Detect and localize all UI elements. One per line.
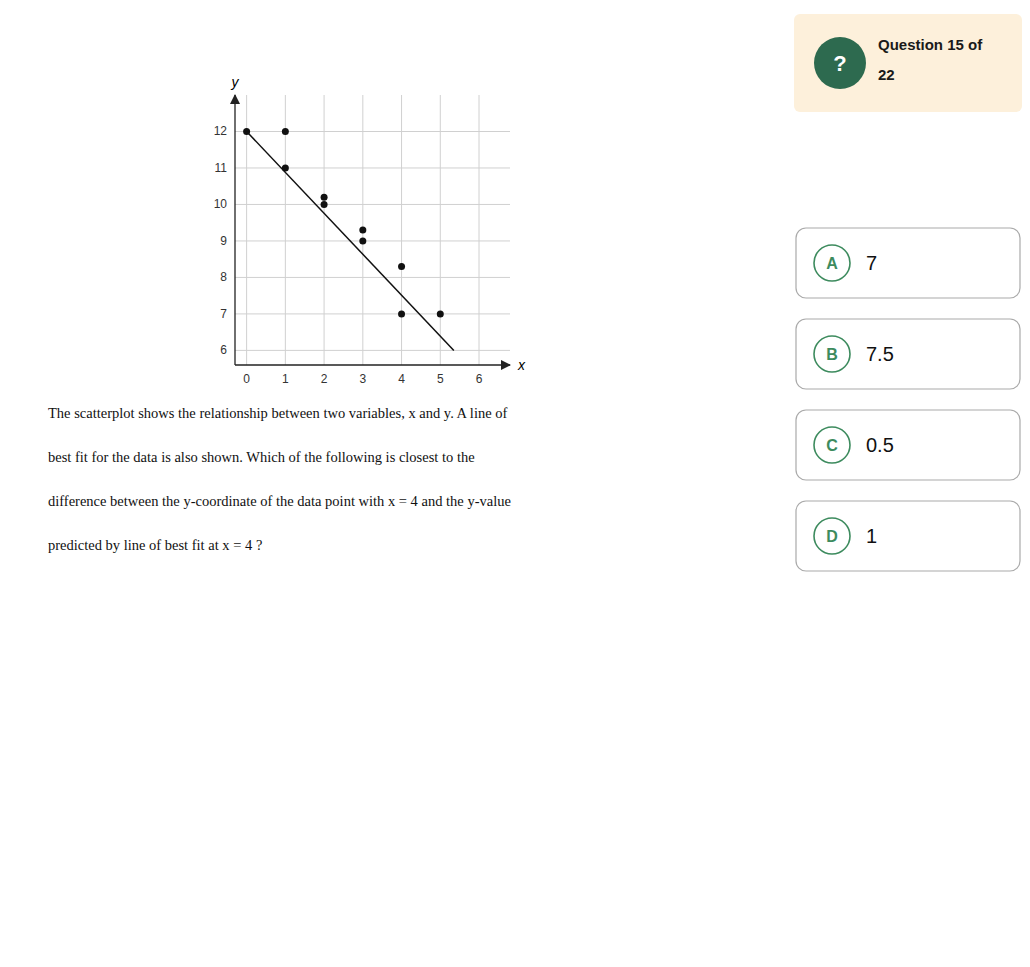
y-tick-label: 8	[220, 270, 227, 284]
header-text: 22	[878, 66, 895, 83]
x-tick-label: 2	[321, 372, 328, 386]
y-tick-label: 9	[220, 234, 227, 248]
grid-line-y	[235, 350, 510, 351]
x-tick-label: 1	[282, 372, 289, 386]
y-tick-label: 11	[215, 161, 228, 175]
choice-circle	[814, 518, 850, 554]
scatter-point	[437, 310, 444, 317]
choice-box[interactable]	[796, 228, 1020, 298]
x-tick-label: 6	[476, 372, 483, 386]
scatter-point	[359, 227, 366, 234]
y-tick-label: 6	[220, 343, 227, 357]
grid-line-y	[235, 277, 510, 278]
choice-box[interactable]	[796, 410, 1020, 480]
choice-label: A	[826, 255, 838, 272]
scatter-point	[398, 263, 405, 270]
grid-line-x	[285, 95, 286, 365]
header-box	[794, 14, 1022, 112]
header-icon	[814, 37, 866, 89]
x-tick-label: 4	[398, 372, 405, 386]
choice-label: C	[826, 437, 838, 454]
choices: A 7 B 7.5 C 0.5 D 1	[796, 228, 1020, 571]
question-line: difference between the y-coordinate of t…	[48, 493, 511, 509]
question-line: best fit for the data is also shown. Whi…	[48, 449, 475, 465]
fit-line	[247, 131, 454, 350]
scatter-point	[282, 128, 289, 135]
choice-label: B	[826, 346, 838, 363]
chart: 01234566789101112xy	[214, 74, 526, 386]
choice-text: 1	[866, 525, 877, 547]
choice-text: 0.5	[866, 434, 894, 456]
x-tick-label: 0	[243, 372, 250, 386]
grid-line-x	[479, 95, 480, 365]
grid-line-x	[246, 95, 247, 365]
question-body: The scatterplot shows the relationship b…	[48, 405, 511, 553]
scatter-point	[321, 201, 328, 208]
scatter-point	[321, 194, 328, 201]
grid-line-y	[235, 131, 510, 132]
choice-circle	[814, 427, 850, 463]
header-text: Question 15 of	[878, 36, 983, 53]
x-tick-label: 3	[359, 372, 366, 386]
question-line: predicted by line of best fit at x = 4 ?	[48, 537, 262, 553]
choice-box[interactable]	[796, 501, 1020, 571]
question-line: The scatterplot shows the relationship b…	[48, 405, 507, 421]
grid-line-y	[235, 204, 510, 205]
y-axis	[234, 95, 235, 365]
grid-line-y	[235, 167, 510, 168]
choice-text: 7	[866, 252, 877, 274]
choice-label: D	[826, 528, 838, 545]
page: 01234566789101112xy?Question 15 of22The …	[0, 0, 1030, 967]
grid-line-y	[235, 240, 510, 241]
choice-circle	[814, 245, 850, 281]
header: ? Question 15 of 22	[794, 14, 1022, 112]
y-axis-label: y	[231, 74, 240, 90]
x-axis-label: x	[517, 357, 526, 373]
grid-line-y	[235, 313, 510, 314]
grid-line-x	[401, 95, 402, 365]
grid-line-x	[324, 95, 325, 365]
y-tick-label: 7	[220, 307, 227, 321]
choice-circle	[814, 336, 850, 372]
choice-box[interactable]	[796, 319, 1020, 389]
scatter-point	[359, 237, 366, 244]
x-tick-label: 5	[437, 372, 444, 386]
y-tick-label: 12	[214, 124, 228, 138]
x-axis	[235, 364, 510, 365]
header-icon-text: ?	[833, 51, 846, 76]
scatter-point	[398, 310, 405, 317]
y-tick-label: 10	[214, 197, 228, 211]
plot-marks	[243, 128, 454, 350]
grid-line-x	[440, 95, 441, 365]
choice-text: 7.5	[866, 343, 894, 365]
